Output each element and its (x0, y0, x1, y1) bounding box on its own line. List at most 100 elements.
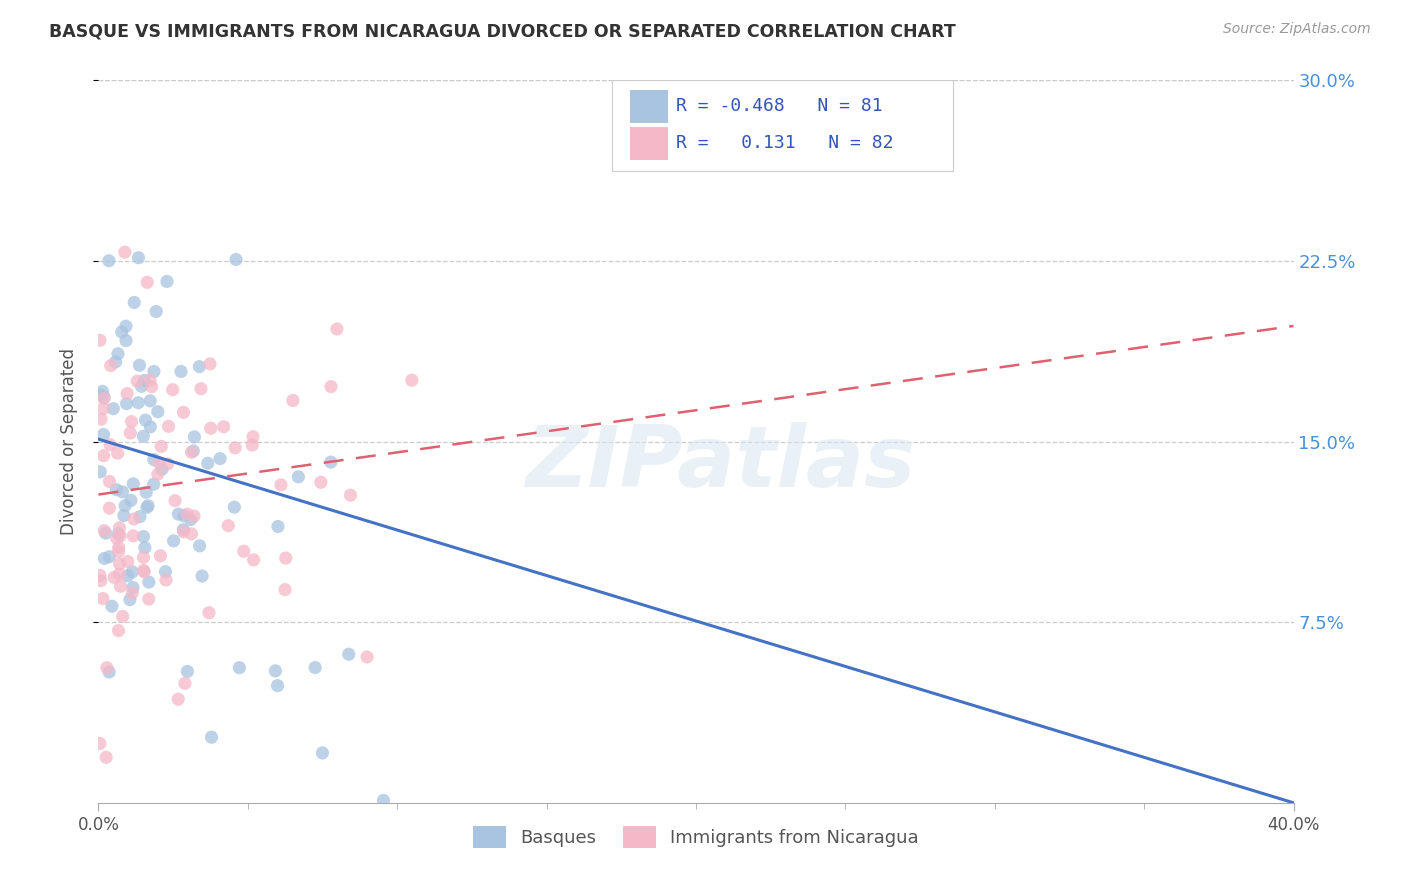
Point (156, 275, 179, 289)
Point (264, 664, 287, 678)
Text: Source: ZipAtlas.com: Source: ZipAtlas.com (1223, 22, 1371, 37)
Point (309, 475, 332, 490)
Point (132, 550, 155, 565)
Point (304, 660, 326, 674)
Point (146, 467, 169, 482)
Point (287, 470, 309, 484)
Point (138, 592, 160, 607)
Point (148, 456, 170, 470)
FancyBboxPatch shape (613, 80, 953, 170)
Point (266, 679, 288, 693)
Point (270, 478, 292, 492)
Point (401, 373, 423, 387)
Point (170, 364, 193, 378)
Point (217, 518, 239, 533)
Point (111, 609, 134, 624)
Point (103, 401, 125, 416)
Point (121, 565, 143, 579)
Point (181, 444, 204, 458)
Point (96, 661, 118, 675)
Point (132, 563, 155, 577)
Point (122, 476, 145, 491)
Point (129, 509, 152, 524)
Point (118, 592, 141, 607)
Point (100, 359, 122, 373)
Point (274, 582, 297, 597)
Point (141, 379, 163, 393)
Point (356, 650, 378, 665)
Point (162, 533, 184, 548)
FancyBboxPatch shape (630, 90, 668, 123)
Point (167, 507, 190, 521)
Point (373, 793, 395, 807)
Point (142, 477, 165, 491)
Point (111, 484, 134, 499)
Point (93, 391, 115, 405)
Point (139, 393, 162, 408)
Point (97, 253, 120, 268)
Point (197, 456, 219, 470)
Point (224, 441, 246, 455)
Point (311, 746, 333, 760)
Point (198, 606, 221, 620)
Point (105, 532, 128, 546)
Point (142, 452, 165, 467)
Point (127, 374, 149, 388)
Point (134, 374, 156, 388)
Point (107, 526, 129, 541)
Point (132, 429, 155, 443)
Point (107, 446, 129, 460)
Point (183, 430, 205, 444)
Point (98, 549, 121, 564)
Point (93, 551, 115, 566)
Point (128, 358, 150, 372)
Point (120, 493, 142, 508)
Point (173, 508, 195, 523)
Point (96, 750, 118, 764)
Point (319, 455, 342, 469)
Y-axis label: Divorced or Separated: Divorced or Separated (59, 348, 77, 535)
Point (180, 445, 202, 459)
Point (146, 404, 169, 418)
Point (89, 388, 111, 402)
Point (108, 567, 131, 582)
Point (93, 449, 115, 463)
Point (172, 523, 194, 537)
Point (240, 438, 263, 452)
Point (180, 527, 202, 541)
Point (98, 438, 121, 452)
Point (135, 413, 157, 427)
Point (135, 500, 157, 515)
Point (176, 507, 198, 521)
Point (91, 591, 114, 606)
Point (107, 541, 129, 555)
Point (319, 379, 342, 393)
Point (281, 393, 304, 408)
Point (191, 569, 214, 583)
Point (93, 427, 115, 442)
Point (98, 665, 121, 679)
Point (173, 405, 195, 419)
Point (155, 573, 177, 587)
Point (115, 386, 138, 401)
Point (224, 500, 246, 515)
Point (117, 568, 139, 582)
Point (107, 347, 129, 361)
Point (188, 359, 211, 374)
Point (232, 544, 254, 558)
Text: ZIPatlas: ZIPatlas (524, 422, 915, 505)
Point (93, 390, 115, 404)
Point (115, 319, 138, 334)
Point (135, 485, 157, 500)
Point (122, 295, 145, 310)
Point (225, 252, 247, 267)
Point (136, 499, 159, 513)
Point (180, 512, 202, 526)
Point (156, 457, 179, 471)
Point (122, 529, 145, 543)
Point (108, 521, 131, 535)
Point (167, 692, 190, 706)
Point (108, 557, 131, 571)
Text: R = -0.468   N = 81: R = -0.468 N = 81 (676, 96, 883, 114)
Point (209, 451, 232, 466)
